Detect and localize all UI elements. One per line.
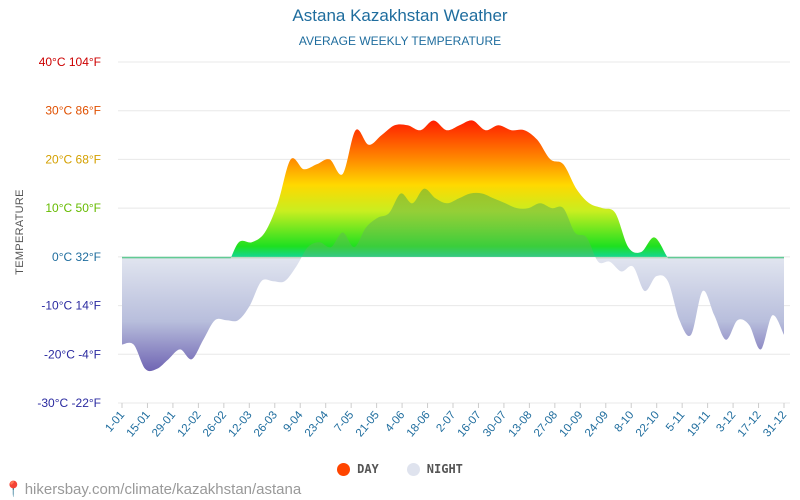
- x-tick-label: 3-12: [714, 409, 738, 434]
- x-tick-label: 22-10: [634, 409, 662, 439]
- x-tick-label: 7-05: [332, 409, 356, 434]
- y-tick-label: -20°C -4°F: [44, 347, 101, 361]
- x-tick-label: 5-11: [664, 409, 687, 434]
- y-tick-label: 30°C 86°F: [45, 104, 101, 118]
- legend-day-marker: [337, 462, 351, 476]
- x-tick-label: 10-09: [558, 409, 586, 439]
- x-tick-label: 31-12: [761, 409, 789, 439]
- x-tick-label: 15-01: [125, 409, 153, 439]
- x-tick-label: 19-11: [685, 409, 713, 439]
- night-series-area: [122, 188, 784, 372]
- legend-night[interactable]: NIGHT: [406, 462, 463, 476]
- x-tick-label: 4-06: [383, 409, 407, 434]
- x-tick-label: 24-09: [583, 409, 611, 439]
- x-tick-label: 23-04: [303, 409, 331, 440]
- y-tick-label: 10°C 50°F: [45, 201, 101, 215]
- x-tick-label: 13-08: [507, 409, 535, 439]
- x-tick-label: 29-01: [150, 409, 178, 439]
- x-tick-label: 12-02: [176, 409, 204, 439]
- legend: DAY NIGHT: [0, 462, 800, 476]
- legend-day-label: DAY: [357, 462, 379, 476]
- x-tick-label: 16-07: [456, 409, 484, 439]
- temperature-chart: 40°C 104°F 30°C 86°F 20°C 68°F 10°C 50°F 0°C…: [37, 55, 790, 440]
- x-tick-label: 9-04: [282, 409, 306, 435]
- y-tick-label: -10°C 14°F: [41, 299, 101, 313]
- x-tick-label: 12-03: [227, 409, 255, 439]
- x-tick-label: 26-03: [252, 409, 280, 439]
- chart-subtitle: AVERAGE WEEKLY TEMPERATURE: [298, 34, 502, 48]
- x-tick-label: 21-05: [354, 409, 382, 439]
- y-tick-label: -30°C -22°F: [37, 396, 101, 410]
- x-tick-label: 17-12: [736, 409, 764, 439]
- source-link[interactable]: 📍 hikersbay.com/climate/kazakhstan/astana: [4, 480, 301, 498]
- x-tick-label: 1-01: [103, 409, 127, 434]
- y-tick-label: 40°C 104°F: [39, 55, 101, 69]
- x-tick-label: 26-02: [201, 409, 229, 439]
- source-text: hikersbay.com/climate/kazakhstan/astana: [24, 481, 302, 498]
- legend-night-label: NIGHT: [426, 462, 463, 476]
- x-tick-label: 27-08: [532, 409, 560, 439]
- chart-title: Astana Kazakhstan Weather: [292, 6, 508, 25]
- x-tick-label: 8-10: [613, 409, 637, 434]
- x-tick-label: 30-07: [481, 409, 509, 439]
- legend-night-marker: [406, 462, 420, 476]
- location-pin-icon: 📍: [4, 481, 23, 498]
- y-tick-label: 20°C 68°F: [45, 152, 101, 166]
- x-tick-label: 18-06: [405, 409, 433, 439]
- x-tick-label: 2-07: [434, 409, 458, 434]
- y-tick-label: 0°C 32°F: [52, 250, 101, 264]
- legend-day[interactable]: DAY: [337, 462, 379, 476]
